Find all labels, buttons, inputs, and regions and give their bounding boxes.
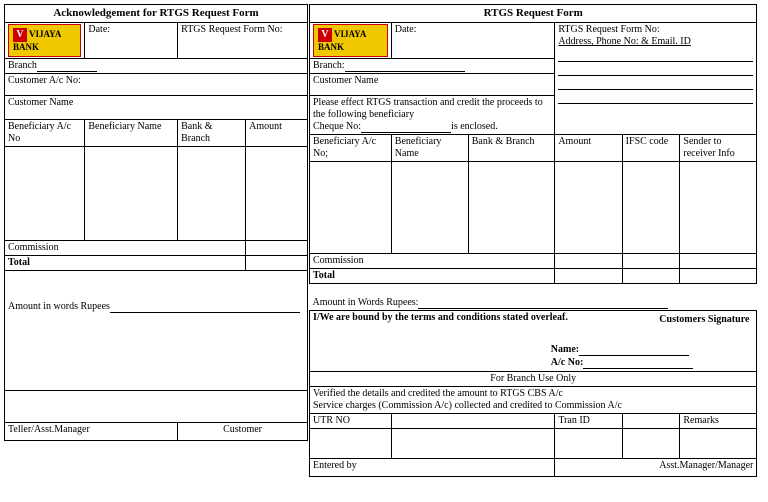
total-row-r: Total [310,268,757,283]
ben-header-row: Beneficiary A/c No Beneficiary Name Bank… [5,119,308,146]
date-cell-r: Date: [391,23,555,59]
ack-form-table: Acknowledgement for RTGS Request Form VV… [4,4,308,441]
col-bank-branch-r: Bank & Branch [468,134,555,161]
form-no-label-r: RTGS Request Form No: [558,24,753,36]
rtgs-title: RTGS Request Form [310,5,757,23]
col-amount: Amount [246,119,308,146]
branch-row-r: Branch: [310,58,555,73]
col-ifsc: IFSC code [622,134,680,161]
mgr-sig: Asst.Manager/Manager [555,458,757,476]
ben-header-row-r: Beneficiary A/c No; Beneficiary Name Ban… [310,134,757,161]
rtgs-form-table: RTGS Request Form VVIJAYA BANK Date: RTG… [309,4,757,477]
addr-label: Address, Phone No: & Email. ID [558,36,753,48]
verified-row: Verified the details and credited the am… [310,386,757,413]
col-ben-ac-r: Beneficiary A/c No; [310,134,392,161]
logo-cell-r: VVIJAYA BANK [310,23,392,59]
amt-words-row-r: Amount in Words Rupees: [310,283,757,310]
bank-logo: VVIJAYA BANK [8,24,81,57]
entered-row: Entered by Asst.Manager/Manager [310,458,757,476]
sig-row: Teller/Asst.Manager Customer [5,422,308,440]
cust-name-row: Customer Name [5,95,308,119]
amt-words-row: Amount in words Rupees [5,300,308,354]
instruct-row: Please effect RTGS transaction and credi… [310,95,555,134]
col-ben-name-r: Beneficiary Name [391,134,468,161]
ben-body-row-r [310,161,757,253]
col-ben-ac: Beneficiary A/c No [5,119,85,146]
addr-block: RTGS Request Form No: Address, Phone No:… [555,23,757,135]
logo-cell: VVIJAYA BANK [5,23,85,59]
bank-logo-r: VVIJAYA BANK [313,24,388,57]
utr-row: UTR NO Tran ID Remarks [310,413,757,428]
ack-title: Acknowledgement for RTGS Request Form [5,5,308,23]
bound-row: I/We are bound by the terms and conditio… [310,310,757,371]
utr-body-row [310,428,757,458]
cust-name-row-r: Customer Name [310,73,555,95]
branch-use-row: For Branch Use Only [310,371,757,386]
cust-ac-row: Customer A/c No: [5,73,308,95]
sig-teller: Teller/Asst.Manager [5,422,178,440]
date-cell: Date: [85,23,178,59]
col-sender: Sender to receiver Info [680,134,757,161]
cust-sig-label: Customers Signature [659,314,749,326]
sig-customer: Customer [178,422,308,440]
col-bank-branch: Bank & Branch [178,119,246,146]
total-row: Total [5,255,308,270]
form-no-cell: RTGS Request Form No: [178,23,308,59]
ben-body-row [5,146,308,240]
commission-row-r: Commission [310,253,757,268]
col-ben-name: Beneficiary Name [85,119,178,146]
col-amount-r: Amount [555,134,622,161]
commission-row: Commission [5,240,308,255]
entered-by: Entered by [310,458,555,476]
branch-row: Branch [5,58,308,73]
